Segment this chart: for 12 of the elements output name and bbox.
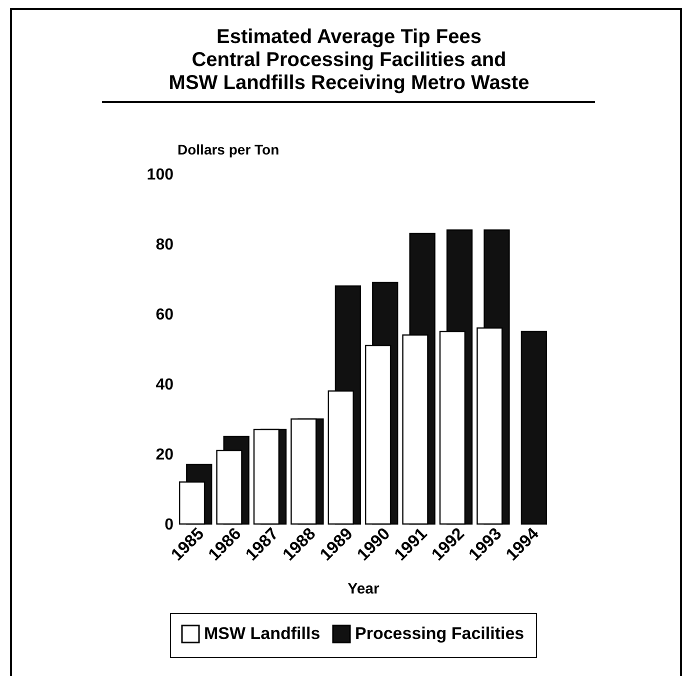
- legend-label: Processing Facilities: [355, 624, 524, 643]
- y-tick-label: 20: [156, 446, 174, 464]
- y-tick-label: 60: [156, 306, 174, 324]
- y-tick-label: 80: [156, 236, 174, 254]
- y-axis-title: Dollars per Ton: [178, 142, 280, 158]
- legend-label: MSW Landfills: [204, 624, 320, 643]
- y-tick-label: 0: [164, 516, 174, 534]
- y-tick-label: 40: [156, 376, 174, 394]
- y-tick-label: 100: [146, 166, 174, 184]
- bar: [520, 330, 547, 525]
- x-axis-title: Year: [348, 580, 380, 598]
- chart-title: Estimated Average Tip Fees Central Processing Facilities and MSW Landfills Receiving Metro Waste: [168, 26, 530, 94]
